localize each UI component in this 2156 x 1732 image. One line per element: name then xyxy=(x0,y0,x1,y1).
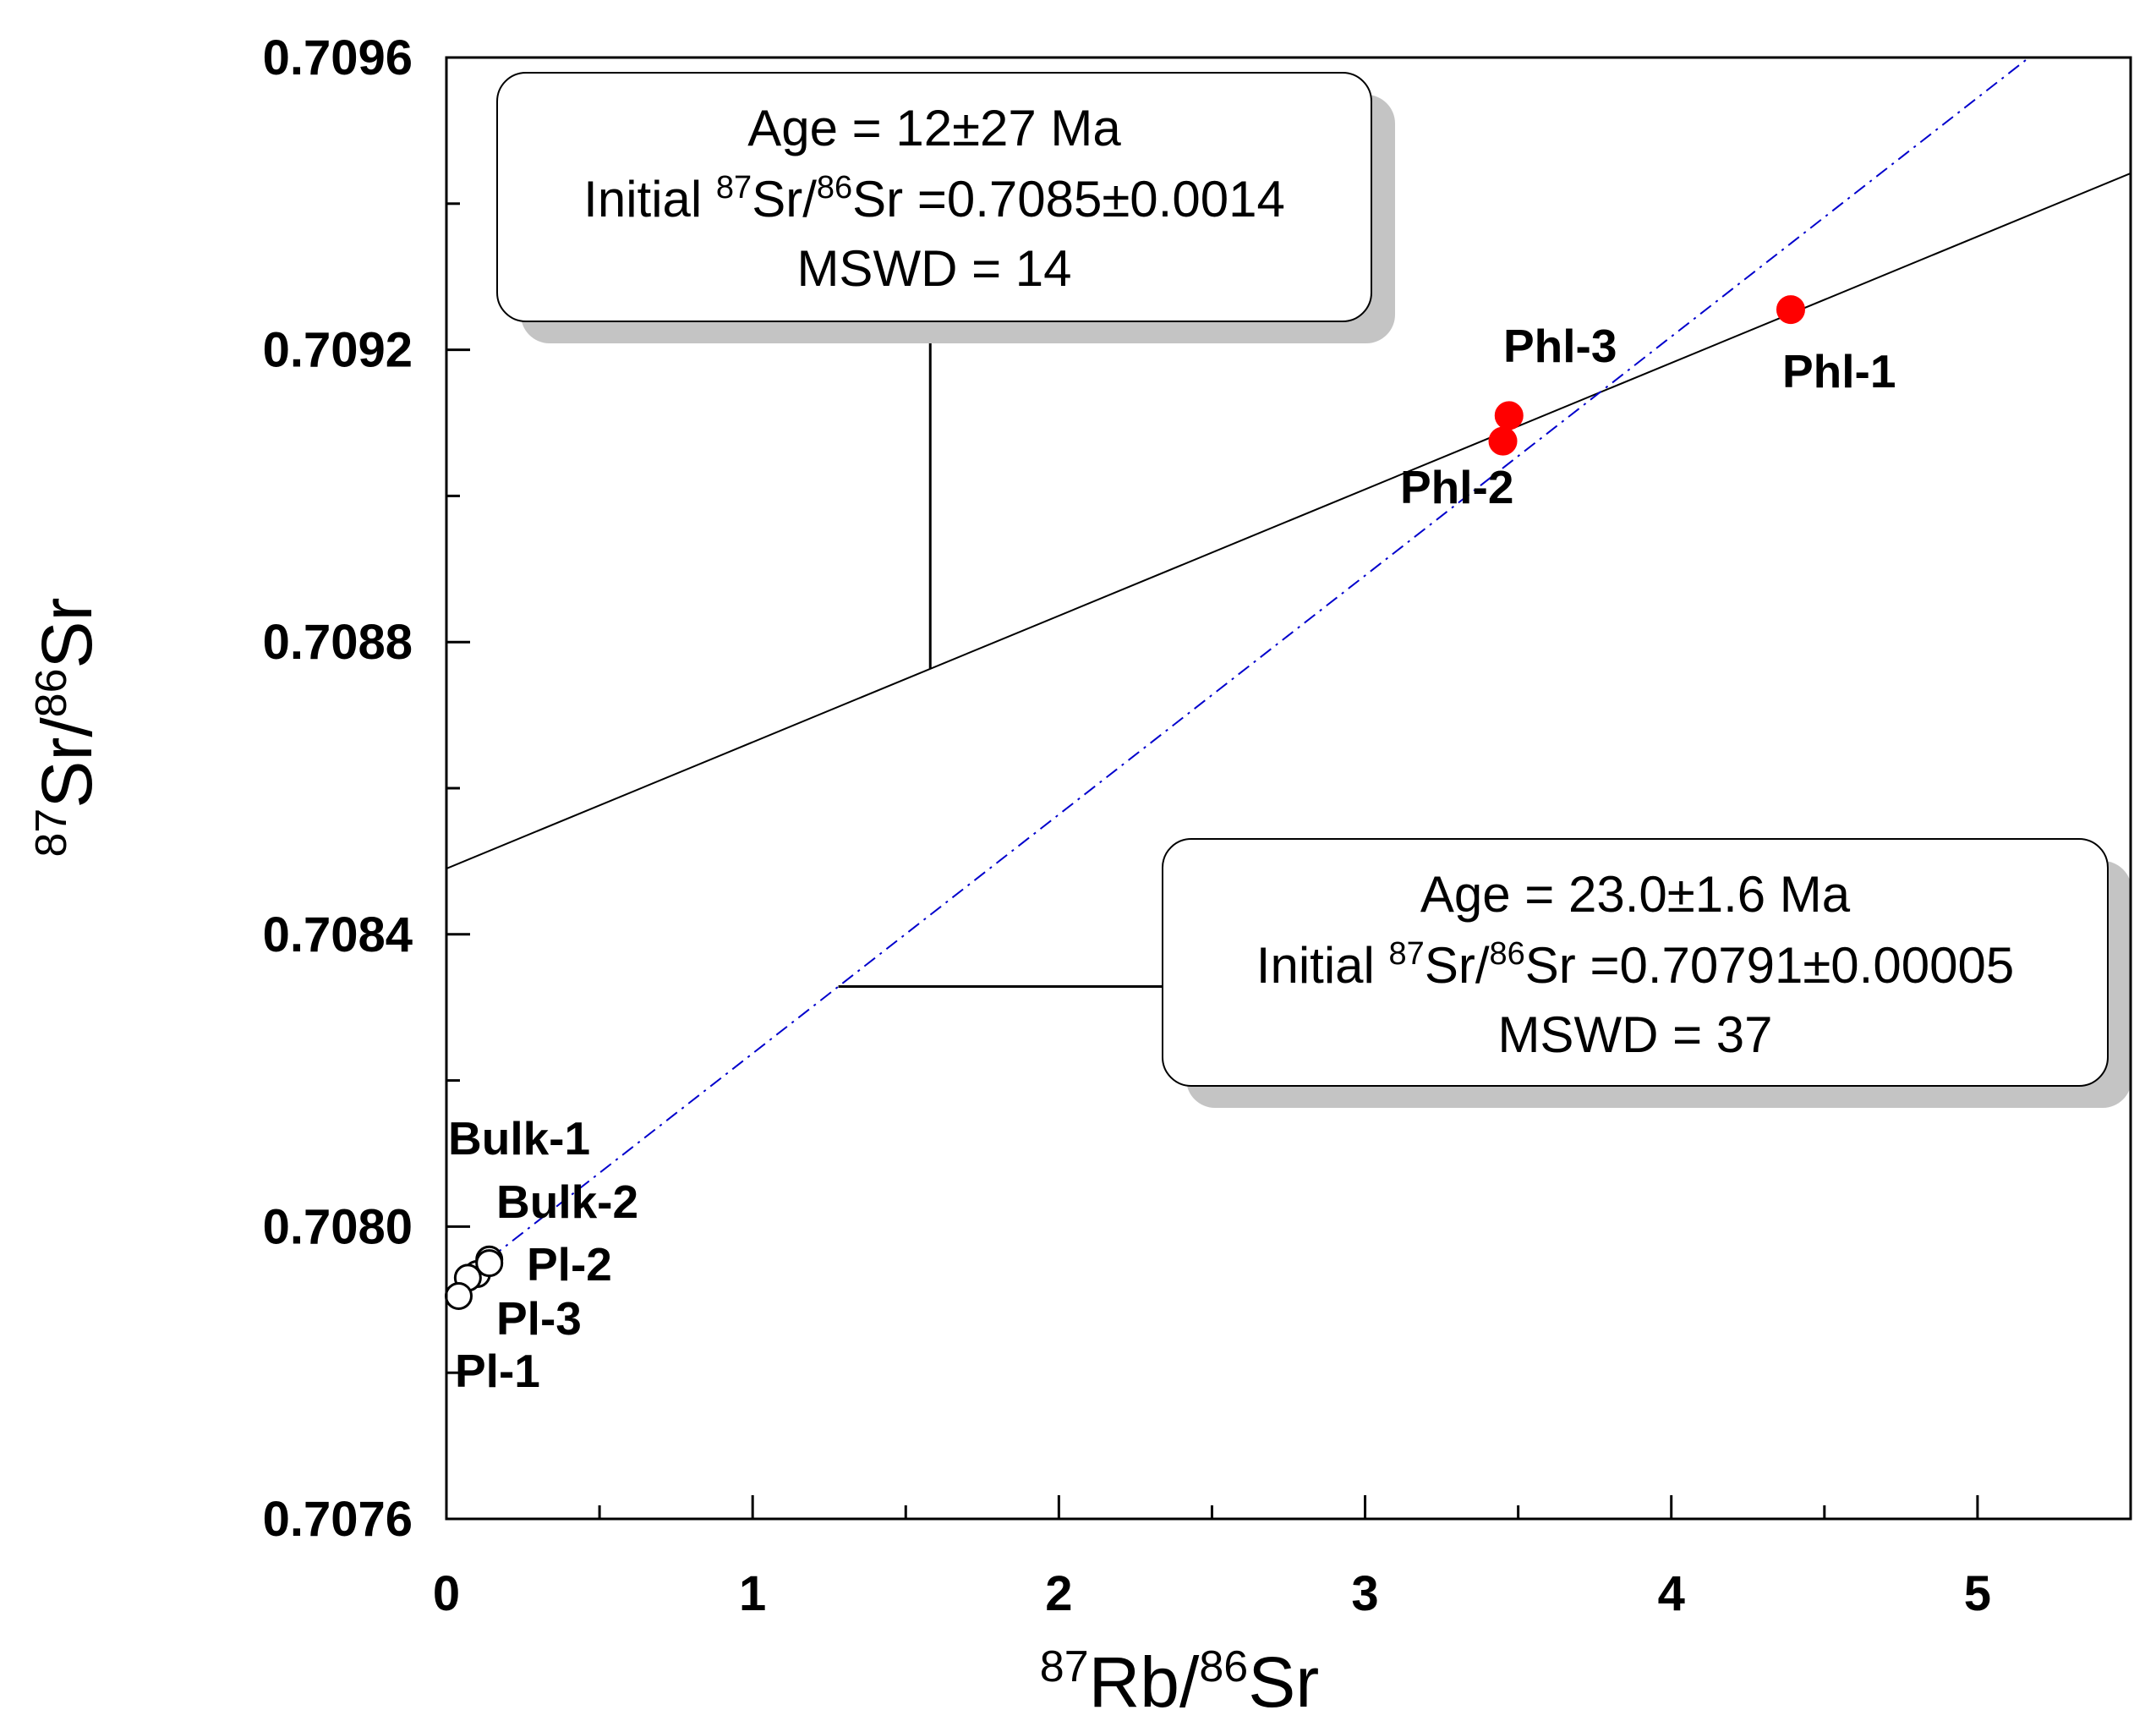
point-label-bulk-2: Bulk-2 xyxy=(496,1176,638,1228)
callout-mswd-2: MSWD = 37 xyxy=(1497,1006,1772,1063)
y-axis-title: 87Sr/86Sr xyxy=(27,597,107,857)
callout-initial-1: Initial 87Sr/86Sr =0.7085±0.0014 xyxy=(583,170,1285,227)
isochron-line-1 xyxy=(446,173,2131,869)
callout-initial-suffix: Sr =0.7085±0.0014 xyxy=(852,171,1285,227)
data-point-pl-1 xyxy=(444,1281,473,1310)
y-tick-label: 0.7088 xyxy=(263,615,413,670)
callout-box-1 xyxy=(496,72,1372,322)
isochron-line-2 xyxy=(446,58,2031,1293)
point-label-bulk-1: Bulk-1 xyxy=(448,1112,590,1165)
x-tick-label: 1 xyxy=(739,1566,766,1621)
y-tick-label: 0.7092 xyxy=(263,323,413,378)
point-label-phl-3: Phl-3 xyxy=(1503,320,1617,372)
data-point-phl-2 xyxy=(1488,426,1518,456)
point-label-phl-1: Phl-1 xyxy=(1782,345,1896,397)
point-label-phl-2: Phl-2 xyxy=(1400,461,1513,513)
axes: 0 1 2 3 4 5 0.7076 0.7080 0.7084 0.7088 0.7092 0.70… xyxy=(263,30,2132,1621)
isochron-lines xyxy=(446,58,2131,1293)
callout-2: Age = 23.0±1.6 Ma Initial 87Sr/86Sr =0.70… xyxy=(838,838,2131,1108)
callout-initial-sup2: 86 xyxy=(1490,936,1525,972)
callout-initial-suffix: Sr =0.70791±0.00005 xyxy=(1525,937,2014,994)
callout-initial-prefix: Initial xyxy=(583,171,716,227)
data-points xyxy=(444,295,1805,1310)
callout-initial-mid: Sr/ xyxy=(1425,937,1490,994)
callout-initial-sup1: 87 xyxy=(716,170,752,206)
callout-initial-sup1: 87 xyxy=(1389,936,1425,972)
data-point-phl-3 xyxy=(1494,401,1524,430)
callout-initial-sup2: 86 xyxy=(817,170,852,206)
point-labels: Phl-1 Phl-3 Phl-2 Bulk-1 Bulk-2 Pl-2Pl-3Pl-1 xyxy=(448,320,1896,1397)
point-label-pl-2: Pl-2 xyxy=(527,1238,612,1291)
x-tick-label: 4 xyxy=(1658,1566,1685,1621)
x-axis-title: 87Rb/86Sr xyxy=(1040,1642,1319,1722)
callout-initial-2: Initial 87Sr/86Sr =0.70791±0.00005 xyxy=(1256,936,2014,994)
callout-initial-prefix: Initial xyxy=(1256,937,1389,994)
y-tick-label: 0.7084 xyxy=(263,907,413,962)
x-tick-label: 0 xyxy=(433,1566,460,1621)
data-point-pl-2 xyxy=(475,1249,504,1278)
callout-mswd-1: MSWD = 14 xyxy=(796,240,1071,297)
y-tick-label: 0.7080 xyxy=(263,1199,413,1254)
callout-initial-mid: Sr/ xyxy=(752,171,817,227)
data-point-phl-1 xyxy=(1776,295,1805,325)
callout-age-2: Age = 23.0±1.6 Ma xyxy=(1420,866,1851,923)
callout-age-1: Age = 12±27 Ma xyxy=(747,100,1121,156)
y-tick-label: 0.7096 xyxy=(263,30,413,85)
x-tick-label: 5 xyxy=(1964,1566,1991,1621)
x-tick-label: 2 xyxy=(1045,1566,1072,1621)
x-tick-label: 3 xyxy=(1351,1566,1378,1621)
callout-1: Age = 12±27 Ma Initial 87Sr/86Sr =0.7085±… xyxy=(496,72,1395,669)
point-label-pl-3: Pl-3 xyxy=(496,1292,582,1345)
y-tick-label: 0.7076 xyxy=(263,1492,413,1547)
point-label-pl-1: Pl-1 xyxy=(455,1345,540,1397)
callout-box-2 xyxy=(1162,838,2109,1087)
